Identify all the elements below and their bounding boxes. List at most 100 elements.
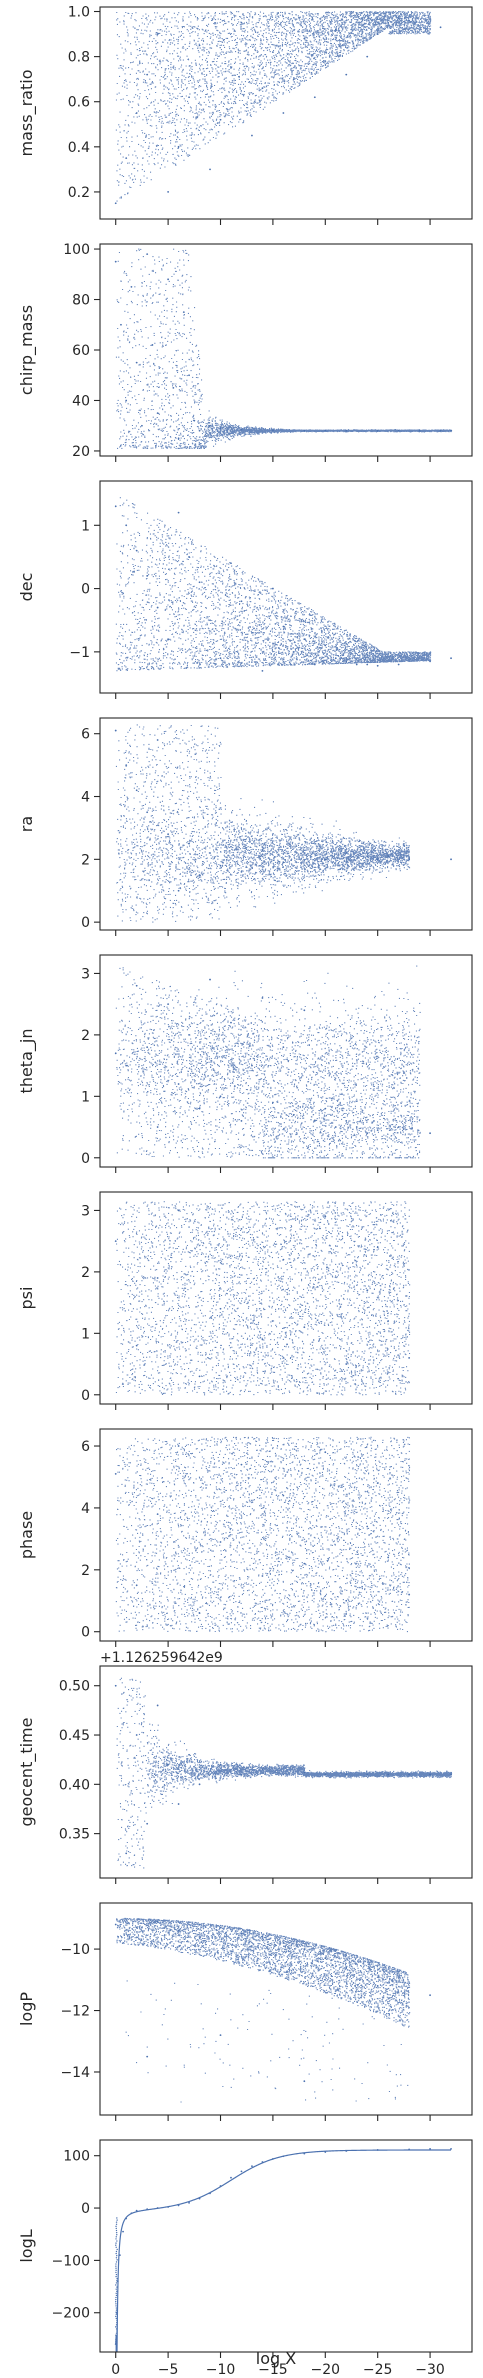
data-point (156, 412, 159, 414)
data-point (324, 429, 327, 432)
line-sample-point (115, 2275, 117, 2278)
data-point (397, 663, 400, 666)
line-sample-point (115, 2282, 118, 2284)
data-point (209, 424, 211, 427)
data-point (240, 1120, 243, 1122)
line-sample-point (115, 2267, 117, 2269)
data-point (188, 1033, 190, 1036)
data-point (387, 1773, 390, 1776)
panel-logP: −14 −12 −10 logP (17, 1902, 473, 2121)
data-point (397, 17, 400, 20)
line-sample-point (115, 2340, 117, 2343)
data-point (450, 2147, 452, 2150)
data-point (376, 2149, 379, 2151)
data-point (130, 2212, 133, 2215)
y-tick-label: 0 (81, 1625, 90, 1641)
data-point (146, 1822, 149, 1825)
data-point (198, 1783, 201, 1786)
panel-dec: −1 0 1 dec (17, 480, 473, 699)
data-point (303, 1009, 306, 1012)
data-point (219, 2034, 222, 2037)
y-tick-label: 0.50 (59, 1679, 90, 1695)
panels: 0.20.40.60.81.0mass_ratio20406080100chir… (17, 5, 473, 2378)
line-sample-point (115, 2229, 118, 2232)
data-point (303, 2152, 306, 2155)
panel-phase: 0 2 4 6 phase (17, 1428, 473, 1647)
data-point (282, 625, 285, 628)
data-point (251, 1064, 253, 1067)
data-point (219, 118, 222, 121)
data-point (114, 202, 117, 205)
data-point (167, 638, 170, 641)
data-point (240, 1773, 243, 1776)
y-tick-label: 0 (81, 582, 90, 598)
data-point (122, 2230, 124, 2233)
data-point (303, 1326, 306, 1329)
data-point (114, 1472, 117, 1475)
line-sample-point (116, 2217, 118, 2219)
y-tick-label: 0.45 (59, 1728, 90, 1744)
data-point (135, 361, 138, 364)
data-point (135, 1584, 138, 1587)
line-sample-point (115, 2257, 118, 2259)
y-tick-label: 1.0 (68, 5, 90, 21)
line-sample-point (115, 2309, 118, 2311)
line-sample-point (116, 2319, 118, 2322)
data-point (114, 1052, 117, 1055)
data-point (397, 1126, 400, 1128)
data-point (345, 1120, 348, 1122)
data-point (198, 1923, 201, 1926)
line-sample-point (115, 2265, 117, 2267)
plot-area (114, 1201, 411, 1396)
data-point (219, 1763, 222, 1766)
data-point (130, 286, 133, 288)
data-point (366, 1289, 369, 1292)
data-point (156, 1277, 159, 1279)
line-sample-point (115, 2298, 117, 2301)
data-point (135, 1926, 138, 1929)
axes-frame (99, 480, 473, 694)
data-point (324, 2151, 327, 2153)
data-point (209, 168, 211, 171)
line-sample-point (116, 2330, 118, 2332)
series-line (115, 2149, 452, 2352)
data-point (408, 1357, 411, 1359)
data-point (135, 2209, 138, 2212)
data-point (177, 145, 180, 148)
data-point (188, 96, 190, 99)
data-point (313, 663, 316, 666)
data-point (219, 1926, 222, 1929)
data-point (261, 849, 264, 851)
data-point (261, 1768, 264, 1771)
data-point (345, 1773, 348, 1776)
y-tick-label: 0.4 (68, 140, 90, 156)
data-point (408, 1593, 411, 1596)
data-point (376, 33, 379, 35)
data-point (114, 505, 117, 508)
data-point (167, 191, 170, 193)
data-point (177, 1929, 180, 1932)
data-point (324, 858, 327, 861)
data-point (240, 1932, 243, 1935)
data-point (141, 424, 143, 427)
line-sample-point (116, 2219, 118, 2221)
data-point (345, 1599, 348, 1602)
y-axis-label: phase (17, 1511, 36, 1559)
line-sample-point (115, 2288, 117, 2290)
data-point (272, 1101, 274, 1104)
data-point (408, 2148, 411, 2151)
line-sample-point (115, 2252, 117, 2255)
y-tick-label: 6 (81, 1439, 90, 1455)
data-point (156, 1920, 159, 1923)
data-point (376, 858, 379, 861)
data-point (429, 660, 431, 663)
data-point (172, 386, 175, 389)
data-point (219, 2185, 222, 2187)
data-point (324, 1451, 327, 1454)
axes-frame (99, 6, 473, 220)
scatter-cloud (115, 10, 432, 202)
y-tick-label: −12 (60, 2004, 90, 2020)
axes-frame (99, 1191, 473, 1405)
data-point (429, 1773, 431, 1776)
line-sample-point (115, 2271, 117, 2274)
